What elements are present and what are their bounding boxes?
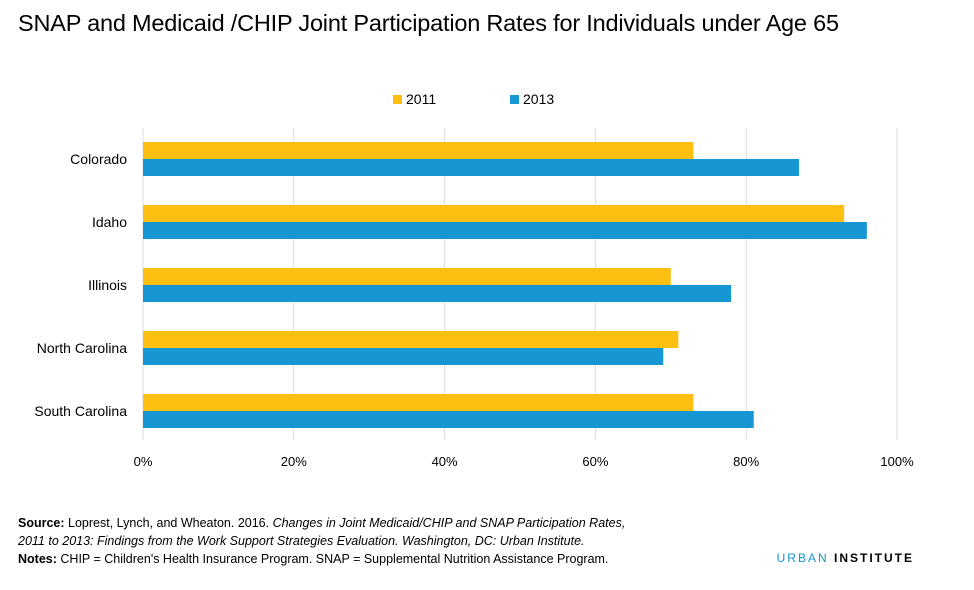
source-label: Source: xyxy=(18,516,65,530)
bar-2013 xyxy=(143,348,664,365)
source-title-line2: 2011 to 2013: Findings from the Work Sup… xyxy=(18,534,585,548)
chart-title: SNAP and Medicaid /CHIP Joint Participat… xyxy=(18,10,839,36)
chart-footer: Source: Loprest, Lynch, and Wheaton. 201… xyxy=(18,514,778,568)
x-tick-label: 60% xyxy=(582,454,608,469)
notes-label: Notes: xyxy=(18,552,57,566)
x-tick-label: 40% xyxy=(432,454,458,469)
brand-urban: URBAN xyxy=(776,551,829,565)
brand-institute: INSTITUTE xyxy=(834,551,914,565)
bar-2011 xyxy=(143,331,679,348)
bar-chart: 0% 20% 40% 60% 80% 100% Colorado Idaho Illinois N… xyxy=(34,91,914,469)
legend-swatch xyxy=(510,95,519,104)
bar-2011 xyxy=(143,205,845,222)
bar-2013 xyxy=(143,411,754,428)
legend-label: 2013 xyxy=(523,91,554,107)
x-tick-label: 20% xyxy=(281,454,307,469)
category-label: Colorado xyxy=(70,151,127,167)
category-label: South Carolina xyxy=(34,403,127,419)
source-title-line1: Changes in Joint Medicaid/CHIP and SNAP … xyxy=(272,516,626,530)
bar-2013 xyxy=(143,222,867,239)
x-tick-label: 100% xyxy=(880,454,914,469)
urban-institute-logo: URBAN INSTITUTE xyxy=(777,551,914,565)
legend-swatch xyxy=(393,95,402,104)
source-text: Loprest, Lynch, and Wheaton. 2016. xyxy=(68,516,270,530)
legend-label: 2011 xyxy=(406,91,436,107)
category-label: North Carolina xyxy=(37,340,127,356)
bar-2011 xyxy=(143,394,694,411)
bar-2011 xyxy=(143,142,694,159)
bar-2013 xyxy=(143,285,732,302)
notes-text: CHIP = Children's Health Insurance Progr… xyxy=(60,552,609,566)
source-line: Source: Loprest, Lynch, and Wheaton. 201… xyxy=(18,514,778,532)
bar-2011 xyxy=(143,268,671,285)
x-tick-label: 0% xyxy=(134,454,153,469)
notes-line: Notes: CHIP = Children's Health Insuranc… xyxy=(18,550,778,568)
category-label: Illinois xyxy=(88,277,127,293)
bar-2013 xyxy=(143,159,799,176)
x-tick-label: 80% xyxy=(733,454,759,469)
category-label: Idaho xyxy=(92,214,127,230)
